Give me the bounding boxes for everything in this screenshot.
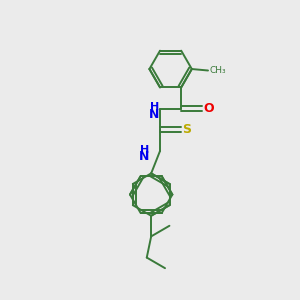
Text: O: O bbox=[203, 102, 214, 115]
Text: N: N bbox=[148, 108, 159, 121]
Text: H: H bbox=[140, 145, 150, 154]
Text: CH₃: CH₃ bbox=[209, 66, 226, 75]
Text: N: N bbox=[139, 150, 150, 163]
Text: H: H bbox=[150, 102, 159, 112]
Text: S: S bbox=[182, 123, 191, 136]
